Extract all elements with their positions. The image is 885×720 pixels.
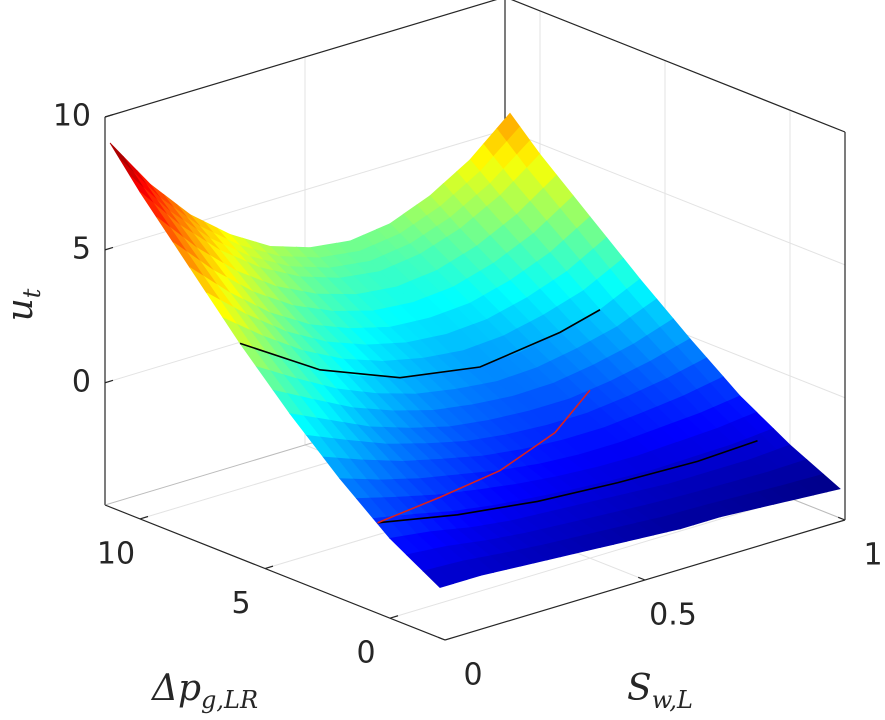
z-axis-label: ut [0,288,46,321]
y-axis-label: Δpg,LR [150,668,258,714]
grid-line [504,129,846,266]
z-label-sub: t [18,288,46,298]
z-tick-label: 5 [72,231,91,266]
x-tick [437,636,446,641]
y-tick-label: 5 [231,586,250,621]
x-axis-label: Sw,L [627,668,693,714]
z-label-main: u [0,298,41,321]
box-edge [104,0,498,118]
x-tick [637,576,646,581]
y-label-sub: g,LR [201,686,258,714]
x-tick-label: 0.5 [649,598,697,633]
surface-patch [422,567,455,588]
z-tick-label: 0 [72,364,91,399]
y-axis-line [104,504,446,641]
x-tick-label: 1 [863,538,882,573]
z-tick [104,114,114,118]
y-tick [389,615,399,619]
y-tick-label: 0 [356,636,375,671]
z-tick [104,379,114,384]
x-tick-label: 0 [463,658,482,693]
y-tick [139,515,149,520]
surface-patch [109,142,134,173]
x-label-main: S [627,668,652,709]
grid-line [389,497,791,619]
x-label-sub: w,L [652,686,693,714]
surface-curve [377,389,591,524]
z-tick-label: 10 [53,99,91,134]
surface-curve [377,439,758,524]
y-tick [264,565,274,570]
surface-curve [239,309,601,379]
y-tick-label: 10 [97,536,135,571]
box-edge [510,0,846,133]
z-tick [104,246,114,251]
x-tick [837,516,846,521]
y-label-main: Δp [150,668,201,709]
